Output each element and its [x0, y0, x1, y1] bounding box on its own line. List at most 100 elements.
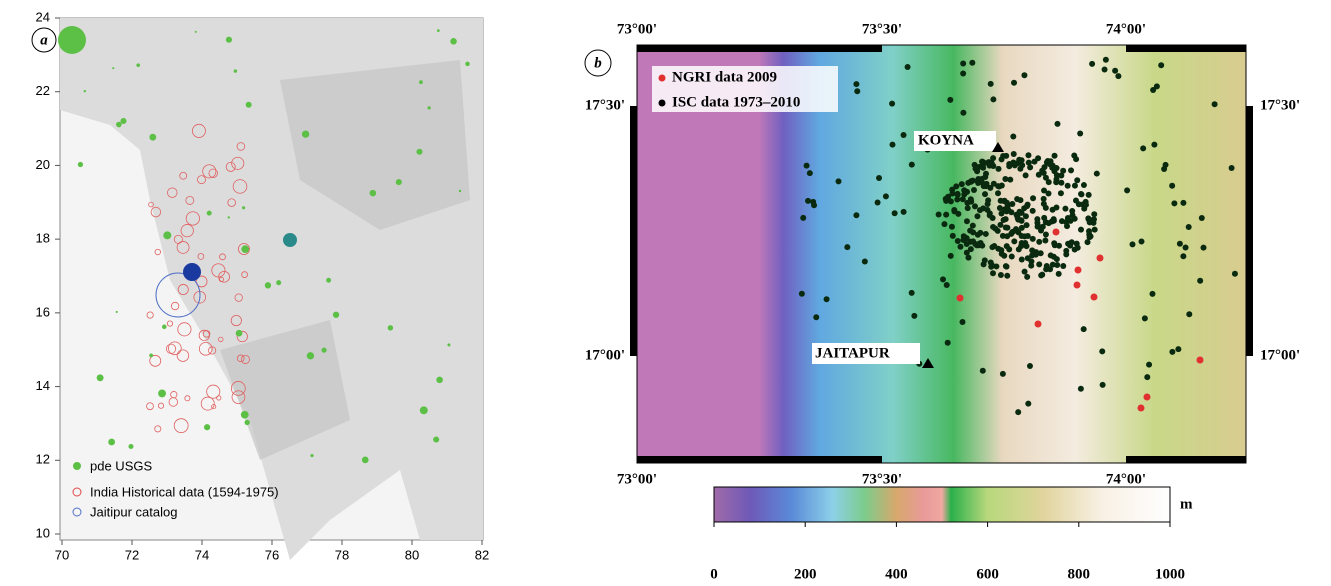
event-dot: [974, 168, 980, 174]
event-dot: [1078, 191, 1084, 197]
event-dot: [1169, 183, 1175, 189]
event-dot: [1097, 255, 1104, 262]
event-dot: [999, 251, 1005, 257]
event-dot: [1071, 152, 1077, 158]
legend-symbol: [659, 75, 666, 82]
event-symbol: [459, 190, 461, 192]
event-dot: [1035, 321, 1042, 328]
event-dot: [1038, 250, 1044, 256]
frame-bar: [1246, 106, 1253, 356]
event-symbol: [433, 436, 439, 442]
event-dot: [984, 207, 990, 213]
event-symbol: [450, 38, 457, 45]
event-dot: [1130, 241, 1136, 247]
event-dot: [1050, 207, 1056, 213]
event-dot: [836, 178, 842, 184]
event-dot: [1183, 245, 1189, 251]
event-dot: [1146, 362, 1152, 368]
legend-symbol: [73, 462, 81, 470]
event-dot: [1011, 151, 1017, 157]
event-dot: [965, 255, 971, 261]
colorbar-tick-label: 600: [976, 566, 999, 582]
event-dot: [1099, 348, 1105, 354]
event-symbol: [242, 206, 245, 209]
event-dot: [967, 228, 973, 234]
event-dot: [998, 272, 1004, 278]
event-dot: [998, 198, 1004, 204]
event-dot: [972, 241, 978, 247]
event-dot: [853, 81, 859, 87]
event-dot: [965, 205, 971, 211]
frame-bar: [637, 456, 882, 463]
event-dot: [1089, 61, 1095, 67]
event-dot: [1138, 405, 1145, 412]
event-dot: [957, 244, 963, 250]
event-dot: [1078, 227, 1084, 233]
event-dot: [1025, 401, 1031, 407]
event-dot: [901, 209, 907, 215]
lat-label: 17°00': [1260, 347, 1300, 363]
event-symbol: [97, 374, 104, 381]
event-symbol: [437, 29, 440, 32]
panel-label: a: [40, 32, 48, 48]
event-symbol: [388, 325, 393, 330]
event-dot: [1169, 349, 1175, 355]
event-dot: [1212, 101, 1218, 107]
event-symbol: [136, 63, 140, 67]
event-dot: [1052, 153, 1058, 159]
event-dot: [807, 170, 813, 176]
event-dot: [1004, 225, 1010, 231]
event-dot: [889, 101, 895, 107]
event-dot: [1180, 200, 1186, 206]
event-dot: [1078, 386, 1084, 392]
event-dot: [936, 212, 942, 218]
event-symbol: [236, 330, 243, 337]
event-dot: [1015, 212, 1021, 218]
event-dot: [968, 199, 974, 205]
event-dot: [970, 223, 976, 229]
event-dot: [1023, 213, 1029, 219]
event-dot: [995, 190, 1001, 196]
event-dot: [1140, 145, 1146, 151]
event-dot: [1144, 374, 1150, 380]
event-dot: [1003, 264, 1009, 270]
event-cluster: [58, 26, 86, 54]
event-dot: [1028, 263, 1034, 269]
legend-label: Jaitipur catalog: [90, 504, 177, 519]
event-dot: [1036, 261, 1042, 267]
event-dot: [982, 191, 988, 197]
event-dot: [1177, 241, 1183, 247]
event-dot: [977, 230, 983, 236]
event-dot: [1019, 218, 1025, 224]
event-symbol: [241, 411, 249, 419]
panel-label: b: [594, 55, 602, 71]
event-dot: [1025, 152, 1031, 158]
event-dot: [1053, 176, 1059, 182]
event-dot: [1103, 57, 1109, 63]
frame-bar: [1126, 456, 1246, 463]
event-dot: [990, 155, 996, 161]
event-dot: [1115, 73, 1121, 79]
event-dot: [943, 198, 949, 204]
event-dot: [990, 96, 996, 102]
event-dot: [955, 211, 961, 217]
event-dot: [974, 213, 980, 219]
event-dot: [948, 253, 954, 259]
event-dot: [844, 244, 850, 250]
event-dot: [1000, 371, 1006, 377]
event-symbol: [116, 311, 118, 313]
event-dot: [990, 270, 996, 276]
event-dot: [1019, 257, 1025, 263]
event-symbol: [326, 278, 331, 283]
event-dot: [1090, 220, 1096, 226]
event-dot: [1124, 187, 1130, 193]
event-dot: [972, 162, 978, 168]
x-tick-label: 74: [195, 547, 209, 562]
event-dot: [824, 296, 830, 302]
event-dot: [1100, 382, 1106, 388]
event-dot: [1029, 247, 1035, 253]
frame-bar: [630, 106, 637, 356]
event-dot: [982, 257, 988, 263]
x-tick-label: 78: [335, 547, 349, 562]
event-symbol: [333, 312, 339, 318]
